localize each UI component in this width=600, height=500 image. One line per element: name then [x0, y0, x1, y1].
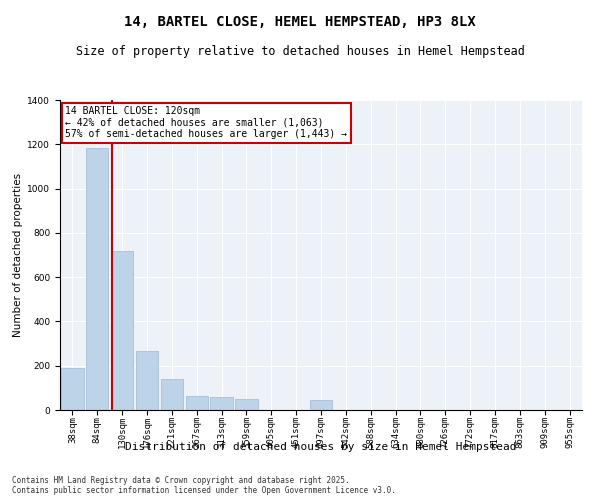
Y-axis label: Number of detached properties: Number of detached properties [13, 173, 23, 337]
Bar [310, 400, 332, 410]
Bar [211, 396, 233, 410]
Text: 14, BARTEL CLOSE, HEMEL HEMPSTEAD, HP3 8LX: 14, BARTEL CLOSE, HEMEL HEMPSTEAD, HP3 8… [124, 15, 476, 29]
Bar [161, 379, 183, 410]
Text: Distribution of detached houses by size in Hemel Hempstead: Distribution of detached houses by size … [125, 442, 517, 452]
Text: 14 BARTEL CLOSE: 120sqm
← 42% of detached houses are smaller (1,063)
57% of semi: 14 BARTEL CLOSE: 120sqm ← 42% of detache… [65, 106, 347, 140]
Text: Size of property relative to detached houses in Hemel Hempstead: Size of property relative to detached ho… [76, 45, 524, 58]
Bar [61, 368, 83, 410]
Bar [185, 396, 208, 410]
Bar [86, 148, 109, 410]
Bar [235, 399, 257, 410]
Text: Contains HM Land Registry data © Crown copyright and database right 2025.
Contai: Contains HM Land Registry data © Crown c… [12, 476, 396, 495]
Bar [111, 250, 133, 410]
Bar [136, 352, 158, 410]
